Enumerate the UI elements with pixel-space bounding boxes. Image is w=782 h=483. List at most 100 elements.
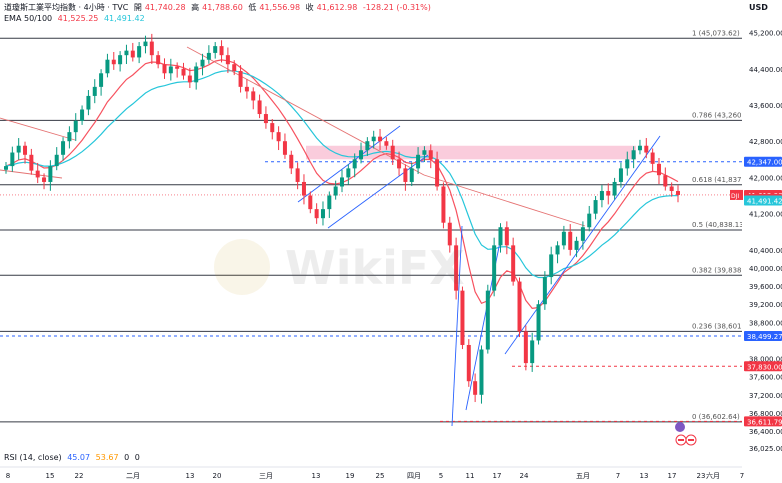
- currency-label[interactable]: USD: [749, 3, 768, 12]
- candle-body: [492, 245, 497, 291]
- us-flag-stripe: [688, 439, 694, 441]
- rsi-ma-value: 53.67: [95, 453, 119, 462]
- ema100-value: 41,491.42: [103, 14, 145, 23]
- price-tag-text: 37,830.00: [747, 363, 782, 371]
- candle-body: [308, 195, 313, 210]
- time-tick: 三月: [259, 472, 273, 480]
- price-tick: 40,400.00: [749, 247, 782, 255]
- dji-tag: [730, 189, 743, 200]
- candle-body: [416, 154, 421, 169]
- time-tick: 五月: [576, 472, 590, 480]
- lightning-icon: [675, 422, 685, 432]
- fib-label: 0.5 (40,838.13): [692, 221, 747, 229]
- candle-body: [73, 120, 78, 133]
- candle-body: [511, 245, 516, 282]
- candle-body: [130, 50, 135, 58]
- candle-body: [378, 136, 383, 142]
- candle-body: [625, 159, 630, 169]
- time-tick: 13: [640, 472, 649, 480]
- candle-body: [23, 145, 28, 155]
- candle-body: [530, 340, 535, 364]
- candle-body: [637, 145, 642, 151]
- price-tag-text: 38,499.27: [747, 333, 782, 341]
- candle-body: [568, 231, 573, 250]
- price-tag-text: 36,611.79: [747, 418, 782, 426]
- candle-body: [67, 132, 72, 142]
- candle-body: [466, 344, 471, 382]
- ema-legend[interactable]: EMA 50/100 41,525.25 41,491.42: [4, 14, 148, 24]
- candle-body: [314, 209, 319, 219]
- time-tick: 19: [346, 472, 355, 480]
- event-icons: [675, 422, 697, 446]
- candle-body: [422, 150, 427, 155]
- candle-body: [238, 71, 243, 87]
- candle-body: [517, 281, 522, 332]
- price-tick: 37,200.00: [749, 392, 782, 400]
- time-tick: 23: [697, 472, 706, 480]
- candle-body: [35, 170, 40, 178]
- candle-body: [340, 177, 344, 187]
- candle-body: [156, 55, 161, 65]
- price-tag: [744, 416, 782, 427]
- price-tag: [744, 330, 782, 341]
- candle-body: [650, 152, 655, 164]
- candle-body: [289, 154, 294, 169]
- candle-body: [587, 213, 592, 228]
- candle-body: [29, 154, 34, 171]
- price-tick: 38,800.00: [749, 319, 782, 327]
- candle-body: [359, 150, 364, 160]
- rsi-v3: 0: [124, 453, 130, 462]
- symbol-title[interactable]: 道瓊斯工業平均指數 · 4小時 · TVC: [4, 3, 129, 12]
- candle-body: [580, 227, 585, 241]
- candle-body: [644, 145, 649, 153]
- time-tick: 15: [46, 472, 55, 480]
- close-label: 收: [305, 3, 314, 12]
- rsi-label: RSI (14, close): [4, 453, 62, 462]
- price-tick: 37,600.00: [749, 374, 782, 382]
- candle-body: [593, 200, 598, 214]
- candle-body: [327, 195, 332, 210]
- candle-body: [118, 55, 123, 65]
- time-tick: 5: [439, 472, 443, 480]
- candle-body: [175, 66, 180, 69]
- candle-body: [257, 100, 262, 115]
- rsi-legend[interactable]: RSI (14, close) 45.07 53.67 0 0: [4, 453, 143, 462]
- candle-body: [168, 66, 173, 74]
- candle-body: [206, 52, 211, 60]
- price-tick: 36,800.00: [749, 410, 782, 418]
- candle-body: [618, 168, 623, 182]
- fib-label: 0 (36,602.64): [692, 413, 740, 421]
- rsi-v4: 0: [134, 453, 140, 462]
- candle-body: [105, 59, 110, 74]
- candle-body: [365, 141, 370, 151]
- price-tick: 44,400.00: [749, 66, 782, 74]
- candle-body: [4, 166, 8, 170]
- candle-body: [485, 290, 490, 350]
- time-tick: 13: [312, 472, 321, 480]
- fibonacci-levels: 1 (45,073.62) 0.786 (43,260.83) 0.618 (41,…: [0, 29, 756, 423]
- candle-body: [295, 168, 300, 182]
- candle-body: [162, 64, 167, 74]
- fib-label: 0.786 (43,260.83): [692, 111, 756, 119]
- low-label: 低: [248, 3, 257, 12]
- candle-body: [200, 59, 205, 67]
- candle-body: [409, 168, 414, 182]
- candle-body: [54, 154, 59, 167]
- trend-line: [327, 154, 429, 229]
- candle-body: [61, 141, 66, 155]
- ema50-value: 41,525.25: [57, 14, 99, 23]
- price-tick: 36,400.00: [749, 428, 782, 436]
- price-tick: 41,200.00: [749, 211, 782, 219]
- candle-body: [542, 277, 547, 305]
- trend-line: [423, 174, 586, 227]
- time-tick: 7: [740, 472, 744, 480]
- candle-body: [48, 166, 53, 182]
- candle-body: [282, 141, 287, 155]
- candle-body: [473, 381, 478, 395]
- candle-body: [213, 46, 218, 53]
- time-tick: 22: [75, 472, 84, 480]
- candle-body: [523, 331, 528, 364]
- time-tick: 六月: [706, 471, 720, 480]
- time-tick: 20: [213, 472, 222, 480]
